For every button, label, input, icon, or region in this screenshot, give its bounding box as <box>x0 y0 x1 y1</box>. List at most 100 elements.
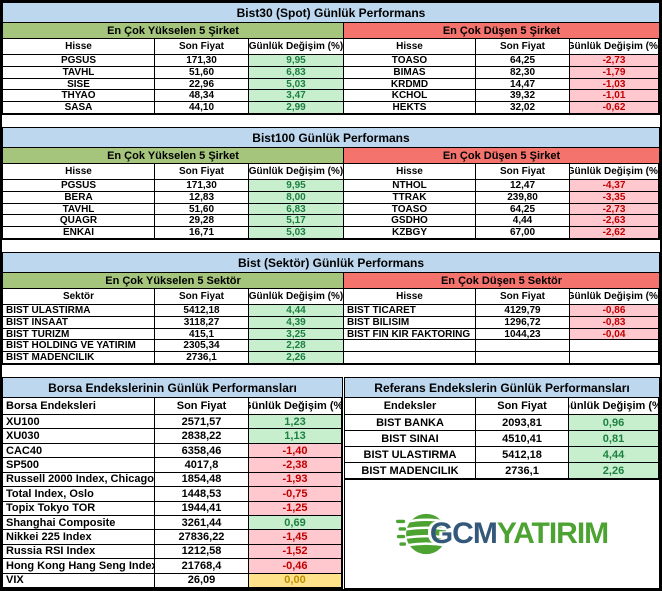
daily-change: -2,73 <box>570 203 659 216</box>
last-price: 3261,44 <box>155 515 249 531</box>
daily-change: -3,35 <box>570 191 659 204</box>
last-price: 4017,8 <box>155 458 249 473</box>
column-header: Son Fiyat <box>476 398 569 415</box>
daily-change: 2,26 <box>249 352 344 364</box>
daily-change: 0,69 <box>249 515 342 531</box>
last-price: 32,02 <box>476 102 570 114</box>
daily-change: 2,99 <box>249 102 344 114</box>
daily-change: 2,26 <box>569 463 659 479</box>
stock-symbol: PGSUS <box>3 180 155 192</box>
index-name: VIX <box>3 573 155 588</box>
column-header: Günlük Değişim (%) <box>570 39 659 55</box>
column-header: Hisse <box>343 289 476 305</box>
daily-change: 2,28 <box>249 340 344 353</box>
last-price: 82,30 <box>476 66 570 79</box>
stock-symbol: SISE <box>3 78 155 91</box>
last-price: 4,44 <box>476 215 570 228</box>
daily-change: -4,37 <box>570 180 659 192</box>
daily-change <box>570 352 659 364</box>
stock-symbol: TOASO <box>343 203 476 216</box>
column-header: Son Fiyat <box>476 289 570 305</box>
gainers-band: En Çok Yükselen 5 Şirket <box>3 148 344 164</box>
daily-change: -1,01 <box>570 90 659 103</box>
column-header: Günlük Değişim (%) <box>249 398 342 415</box>
last-price: 4510,41 <box>476 431 569 447</box>
daily-change: -0,62 <box>570 102 659 114</box>
last-price: 171,30 <box>155 180 249 192</box>
daily-change: -2,38 <box>249 458 342 473</box>
last-price: 26,09 <box>155 573 249 588</box>
daily-change: 0,81 <box>569 431 659 447</box>
last-price: 16,71 <box>155 227 249 239</box>
stock-symbol: KRDMD <box>343 78 476 91</box>
column-header: Son Fiyat <box>155 289 249 305</box>
section-title: Referans Endekslerin Günlük Performansla… <box>345 378 659 398</box>
column-header: Günlük Değişim (%) <box>249 289 344 305</box>
daily-change: -2,62 <box>570 227 659 239</box>
daily-change: 4,44 <box>569 447 659 463</box>
index-name: BIST SINAI <box>345 431 476 447</box>
last-price: 171,30 <box>155 55 249 67</box>
column-header: Hisse <box>3 164 155 180</box>
column-header: Endeksler <box>345 398 476 415</box>
last-price: 2736,1 <box>155 352 249 364</box>
last-price: 1448,53 <box>155 487 249 502</box>
daily-change: 0,96 <box>569 415 659 431</box>
daily-change: -1,25 <box>249 501 342 516</box>
daily-change <box>570 340 659 353</box>
last-price: 64,25 <box>476 203 570 216</box>
index-name: Russell 2000 Index, Chicago <box>3 472 155 488</box>
last-price: 29,28 <box>155 215 249 228</box>
last-price: 1854,48 <box>155 472 249 488</box>
index-name: BIST MADENCILIK <box>345 463 476 479</box>
daily-change: 1,23 <box>249 415 342 430</box>
index-name: Hong Kong Hang Seng Index <box>3 559 155 574</box>
last-price: 1212,58 <box>155 544 249 560</box>
stock-symbol: NTHOL <box>343 180 476 192</box>
sector-name: BIST FIN KIR FAKTORING <box>343 328 476 341</box>
section-title: Bist100 Günlük Performans <box>3 128 659 148</box>
daily-change: -0,75 <box>249 487 342 502</box>
daily-change: 3,47 <box>249 90 344 103</box>
daily-change: -1,45 <box>249 530 342 545</box>
sector-name: BIST INSAAT <box>3 316 155 329</box>
daily-change: -1,40 <box>249 443 342 459</box>
globe-icon <box>395 513 447 555</box>
section-bist30: Bist30 (Spot) Günlük Performans En Çok Y… <box>2 2 660 115</box>
column-header: Günlük Değişim (%) <box>249 164 344 180</box>
last-price: 1296,72 <box>476 316 570 329</box>
index-name: XU030 <box>3 429 155 444</box>
stock-symbol: BIMAS <box>343 66 476 79</box>
column-header: Hisse <box>343 164 476 180</box>
index-name: Topix Tokyo TOR <box>3 501 155 516</box>
section-title: Bist (Sektör) Günlük Performans <box>3 253 659 273</box>
last-price: 51,60 <box>155 203 249 216</box>
last-price: 12,47 <box>476 180 570 192</box>
last-price: 6358,46 <box>155 443 249 459</box>
daily-change: 8,00 <box>249 191 344 204</box>
bottom-region: Borsa Endekslerinin Günlük Performanslar… <box>2 377 660 589</box>
last-price: 5412,18 <box>155 305 249 317</box>
column-header: Günlük Değişim (%) <box>569 398 659 415</box>
last-price: 21768,4 <box>155 559 249 574</box>
last-price: 239,80 <box>476 191 570 204</box>
stock-symbol: BERA <box>3 191 155 204</box>
daily-change: 9,95 <box>249 180 344 192</box>
column-header: Son Fiyat <box>155 39 249 55</box>
column-header: Hisse <box>343 39 476 55</box>
sector-name <box>343 340 476 353</box>
daily-change: -0,83 <box>570 316 659 329</box>
index-name: XU100 <box>3 415 155 430</box>
daily-change: 3,25 <box>249 328 344 341</box>
column-header: Günlük Değişim (%) <box>570 289 659 305</box>
section-world-indices: Borsa Endekslerinin Günlük Performanslar… <box>2 377 343 589</box>
last-price: 12,83 <box>155 191 249 204</box>
last-price: 415,1 <box>155 328 249 341</box>
section-title: Bist30 (Spot) Günlük Performans <box>3 3 659 23</box>
last-price: 39,32 <box>476 90 570 103</box>
daily-change: -1,93 <box>249 472 342 488</box>
daily-change: 5,17 <box>249 215 344 228</box>
daily-change: 1,13 <box>249 429 342 444</box>
section-bist100: Bist100 Günlük Performans En Çok Yüksele… <box>2 127 660 240</box>
